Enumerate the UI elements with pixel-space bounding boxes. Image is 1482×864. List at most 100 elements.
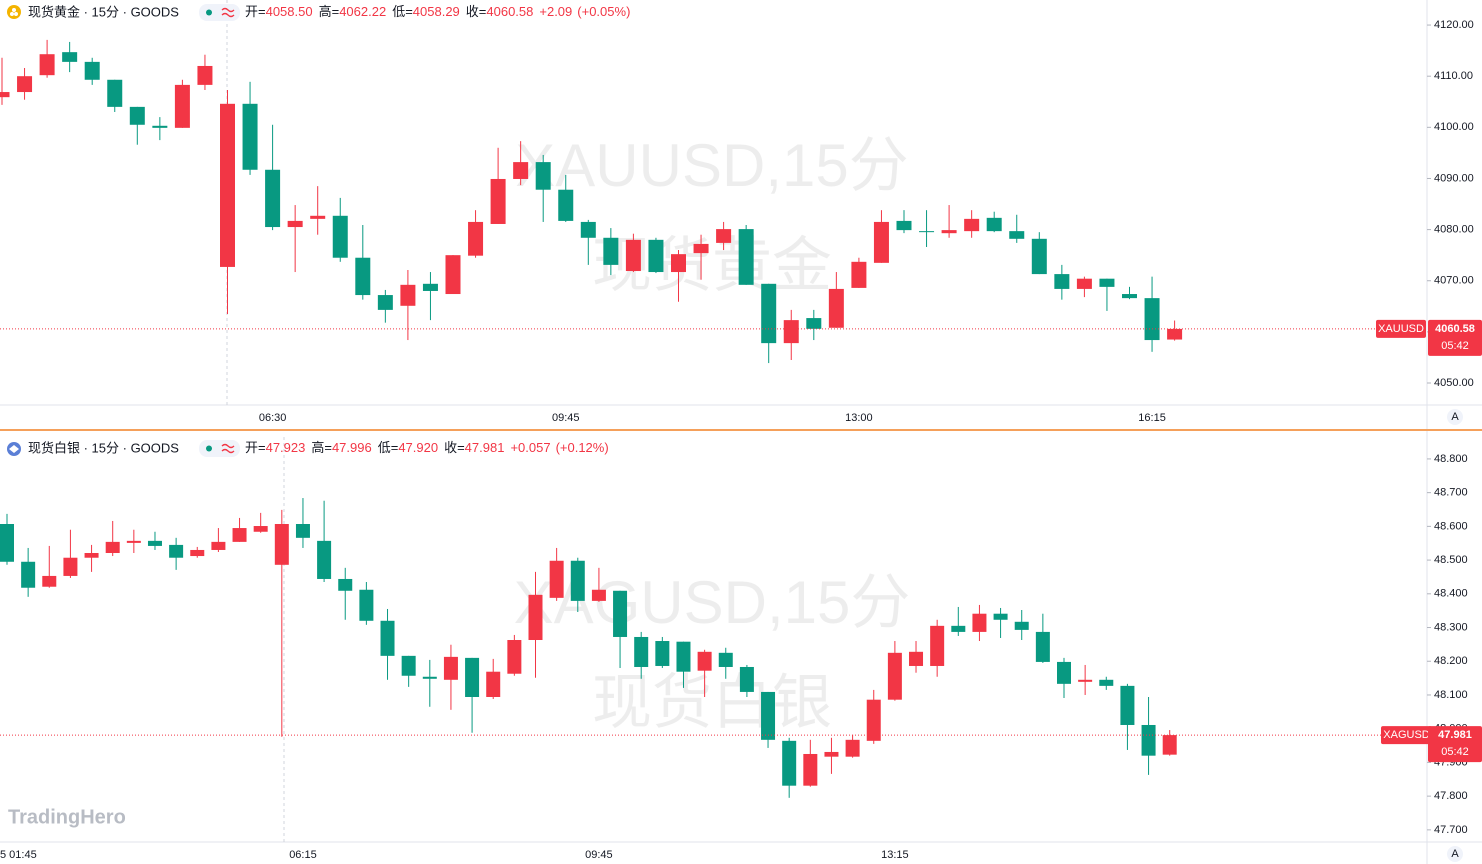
status-pill [199, 440, 240, 457]
y-tick-label: 48.400 [1434, 588, 1468, 600]
candle-body [295, 524, 310, 538]
candle-body [1014, 621, 1029, 630]
x-tick-label: 09:45 [552, 412, 580, 424]
candle-body [716, 229, 732, 243]
ohlc-value: 47.923 [266, 440, 306, 455]
candle-body [105, 541, 120, 554]
button-label[interactable]: A [1451, 848, 1459, 860]
candle-body [806, 318, 822, 329]
button-label[interactable]: A [1451, 411, 1459, 423]
candle-body [242, 103, 258, 170]
candle-body [761, 283, 777, 344]
candle-body [287, 220, 303, 228]
ohlc-label: 高= [311, 440, 332, 455]
button-bg[interactable] [1447, 846, 1463, 862]
candle-body [232, 528, 247, 542]
change-percent: (+0.05%) [577, 4, 630, 19]
candle-body [993, 613, 1008, 620]
candle-body [591, 589, 606, 601]
watermark: XAUUSD,15分 [515, 132, 908, 199]
y-tick-label: 4090.00 [1434, 172, 1474, 184]
candle-body [648, 239, 664, 273]
candle-body [152, 125, 168, 128]
candle-body [0, 524, 14, 562]
ohlc-label: 开= [245, 440, 266, 455]
price-badge [1428, 319, 1482, 356]
last-price-label: 47.981 [1438, 729, 1472, 741]
candle-body [782, 740, 797, 786]
symbol-icon [7, 442, 21, 456]
candle-body [174, 84, 190, 128]
candle-body [693, 243, 709, 254]
candle-body [0, 92, 10, 98]
logo: TradingHero [8, 806, 126, 828]
candle-body [1167, 328, 1183, 340]
x-tick-label: 5 01:45 [0, 849, 37, 861]
candle-body [507, 640, 522, 674]
ohlc-value: 4058.50 [266, 4, 313, 19]
candle-body [1144, 298, 1160, 341]
candle-body [401, 655, 416, 676]
ohlc-value: 4062.22 [339, 4, 386, 19]
candle-body [697, 651, 712, 671]
candle-body [951, 625, 966, 632]
candle-body [528, 594, 543, 641]
candle-body [676, 641, 691, 672]
ohlc-value: 4060.58 [486, 4, 533, 19]
candle-body [845, 739, 860, 757]
candle-body [919, 231, 935, 233]
candle-body [1162, 735, 1177, 755]
y-tick-label: 48.500 [1434, 554, 1468, 566]
candle-body [1122, 294, 1137, 299]
candle-body [613, 590, 628, 637]
candle-body [896, 220, 912, 231]
last-price-label: 4060.58 [1435, 323, 1475, 335]
candle-body [887, 652, 902, 700]
candle-body [941, 230, 957, 234]
y-tick-label: 4120.00 [1434, 19, 1474, 31]
candle-body [380, 620, 395, 656]
y-tick-label: 48.600 [1434, 520, 1468, 532]
change-percent: (+0.12%) [556, 440, 609, 455]
y-tick-label: 4080.00 [1434, 224, 1474, 236]
candle-body [873, 221, 889, 263]
candle-body [39, 54, 55, 76]
candle-body [1078, 679, 1093, 682]
candle-body [332, 215, 348, 258]
candle-body [377, 295, 393, 310]
candle-body [930, 625, 945, 666]
candle-body [580, 221, 596, 238]
candle-body [21, 561, 36, 588]
candle-body [42, 575, 57, 587]
ohlc-value: 47.996 [332, 440, 372, 455]
candle-body [220, 103, 235, 267]
ohlc-legend: 开=4058.50 高=4062.22 低=4058.29 收=4060.58 +2.0… [245, 4, 630, 19]
candle-body [851, 261, 867, 288]
candle-body [253, 526, 268, 532]
y-tick-label: 48.300 [1434, 621, 1468, 633]
candle-body [169, 544, 184, 558]
scale-mode-button[interactable]: A [1447, 846, 1463, 862]
candle-body [265, 169, 281, 228]
candle-body [718, 652, 733, 667]
candle-body [63, 557, 78, 576]
ohlc-value: 47.920 [398, 440, 438, 455]
ohlc-label: 高= [319, 4, 340, 19]
y-tick-label: 4070.00 [1434, 275, 1474, 287]
ohlc-label: 收= [444, 440, 465, 455]
candle-body [655, 641, 670, 666]
scale-mode-button[interactable]: A [1447, 409, 1463, 425]
candle-body [422, 676, 437, 679]
candle-body [964, 218, 980, 232]
candle-body [1076, 278, 1092, 289]
candle-body [359, 589, 374, 621]
ohlc-legend: 开=47.923 高=47.996 低=47.920 收=47.981 +0.057 (+… [245, 440, 609, 455]
candle-body [197, 65, 213, 85]
y-tick-label: 48.100 [1434, 689, 1468, 701]
y-tick-label: 48.800 [1434, 453, 1468, 465]
change: +2.09 [539, 4, 572, 19]
button-bg[interactable] [1447, 409, 1463, 425]
candle-body [17, 76, 33, 93]
